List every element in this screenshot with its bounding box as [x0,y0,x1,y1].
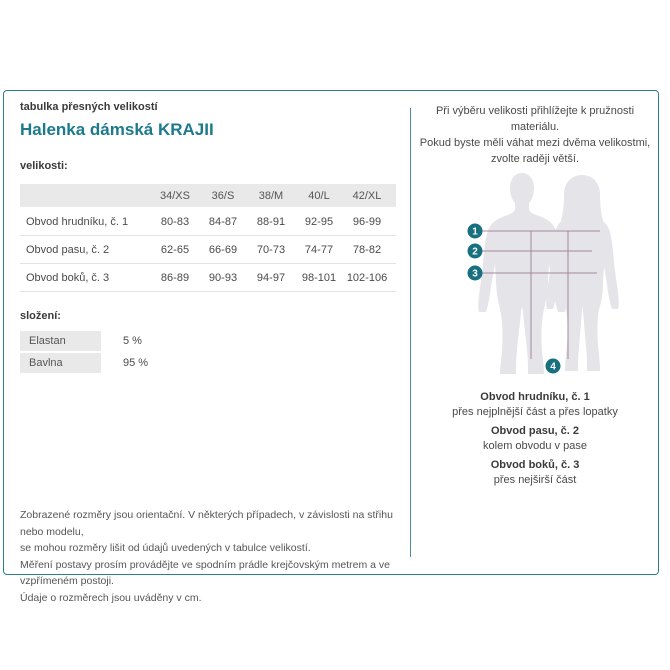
size-column-header: 36/S [211,189,235,202]
female-silhouette [546,181,619,371]
footnote-line: Měření postavy prosím provádějte ve spod… [20,558,390,588]
badge-number: 2 [472,247,478,258]
size-cell: 80-83 [160,215,190,228]
measure-caption: kolem obvodu v pase [483,440,587,452]
measure-block: Obvod pasu, č. 2 kolem obvodu v pase [412,425,658,452]
measure-caption: přes nejširší část [493,474,577,486]
footnote-line: Údaje o rozměrech jsou uváděny v cm. [20,591,202,604]
marker-badge-1: 1 [467,223,483,239]
measure-title: Obvod boků, č. 3 [490,459,580,471]
table-row: Obvod boků, č. 3 86-89 90-93 94-97 98-10… [20,264,396,292]
footnote-line: Zobrazené rozměry jsou orientační. V něk… [20,509,393,538]
marker-badge-4: 4 [545,358,561,374]
size-cell: 78-82 [352,243,382,256]
size-cell: 96-99 [352,215,382,228]
sizes-section-label: velikosti: [20,160,68,172]
measure-legend: Obvod hrudníku, č. 1 přes nejplnější čás… [412,391,658,493]
body-measurement-diagram: 1 2 3 4 [467,173,619,374]
composition-section-label: složení: [20,310,61,322]
size-table-header-row: 34/XS 36/S 38/M 40/L 42/XL [20,184,396,207]
badge-number: 3 [472,269,478,280]
size-cell: 62-65 [160,243,190,256]
measurement-footnote: Zobrazené rozměry jsou orientační. V něk… [20,507,400,606]
size-cell: 88-91 [256,215,286,228]
row-label: Obvod pasu, č. 2 [26,243,110,256]
measure-block: Obvod hrudníku, č. 1 přes nejplnější čás… [412,391,658,418]
measure-title: Obvod hrudníku, č. 1 [480,391,590,403]
size-column-header: 38/M [258,189,284,202]
row-label: Obvod hrudníku, č. 1 [26,215,129,228]
table-row: Obvod hrudníku, č. 1 80-83 84-87 88-91 9… [20,208,396,236]
composition-table: Elastan 5 % Bavlna 95 % [20,331,148,375]
measure-block: Obvod boků, č. 3 přes nejširší část [412,459,658,486]
badge-number: 4 [550,362,556,373]
vertical-divider [410,108,411,557]
size-column-header: 40/L [308,189,330,202]
material-label: Elastan [20,331,101,351]
badge-circle [545,358,561,374]
material-percent: 95 % [123,357,149,369]
size-cell: 98-101 [301,271,337,284]
material-label: Bavlna [20,353,101,373]
size-cell: 94-97 [256,271,286,284]
row-label: Obvod boků, č. 3 [26,271,110,284]
size-cell: 90-93 [208,271,238,284]
size-cell: 86-89 [160,271,190,284]
marker-badge-2: 2 [467,243,483,259]
composition-row: Bavlna 95 % [20,353,148,373]
advice-line: zvolte raději větší. [490,153,580,165]
badge-circle [467,223,483,239]
badge-circle [467,243,483,259]
marker-badge-3: 3 [467,265,483,281]
badge-circle [467,265,483,281]
size-cell: 66-69 [208,243,238,256]
size-column-header: 42/XL [352,189,382,202]
size-cell: 84-87 [208,215,238,228]
size-cell: 102-106 [346,271,388,284]
size-advice-text: Při výběru velikosti přihlížejte k pružn… [412,103,658,167]
advice-line: Při výběru velikosti přihlížejte k pružn… [435,105,635,133]
size-cell: 92-95 [304,215,334,228]
badge-number: 1 [472,227,478,238]
measure-title: Obvod pasu, č. 2 [490,425,580,437]
size-cell: 74-77 [304,243,334,256]
content-frame [3,90,659,575]
size-cell: 70-73 [256,243,286,256]
size-column-header: 34/XS [160,189,190,202]
table-eyebrow: tabulka přesných velikostí [20,101,158,113]
advice-line: Pokud byste měli váhat mezi dvěma veliko… [419,137,651,149]
material-percent: 5 % [123,335,142,347]
measure-caption: přes nejplnější část a přes lopatky [452,406,618,418]
composition-row: Elastan 5 % [20,331,148,351]
table-row: Obvod pasu, č. 2 62-65 66-69 70-73 74-77… [20,236,396,264]
page-title: Halenka dámská KRAJII [20,120,214,139]
size-table: 34/XS 36/S 38/M 40/L 42/XL Obvod hrudník… [20,184,396,292]
footnote-line: se mohou rozměry lišit od údajů uvedenýc… [20,542,311,554]
